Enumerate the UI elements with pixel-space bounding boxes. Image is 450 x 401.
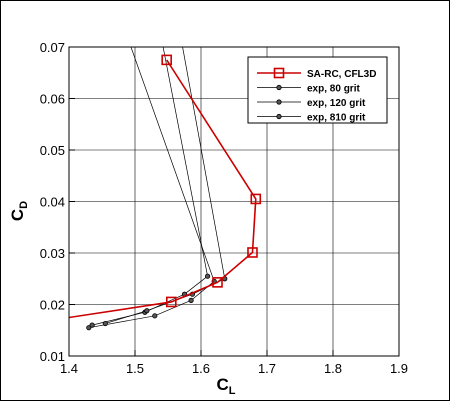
data-point-square [166,296,177,308]
data-point-circle [205,273,211,279]
data-point-square [273,67,285,79]
series-exp-810-grit [102,47,228,327]
data-point-circle [276,84,282,91]
data-point-square [161,54,172,66]
x-tick-label: 1.8 [324,361,342,376]
data-point-circle [276,113,282,120]
data-point-circle [188,297,194,303]
series-layer [69,47,262,331]
data-point-circle [144,308,150,314]
legend-item: exp, 120 grit [257,98,366,109]
ticks: 1.4 1.5 1.6 1.7 1.8 1.9 0.01 0.02 0.03 0.04 0.05 0.… [40,40,408,376]
series-line [69,59,257,319]
legend-item: SA-RC, CFL3D [257,67,376,80]
data-point-circle [152,313,158,319]
x-axis-title-sub: L [229,385,236,397]
y-axis-title-sub: D [18,201,30,209]
y-axis-title: CD [8,201,30,221]
legend-label: SA-RC, CFL3D [307,69,376,80]
y-tick-label: 0.06 [40,92,65,107]
y-tick-label: 0.01 [40,349,65,364]
legend-label: exp, 80 grit [307,84,360,95]
x-tick-label: 1.5 [126,361,144,376]
data-point-square [247,247,258,258]
data-point-circle [276,99,282,105]
y-axis-title-main: C [8,209,27,221]
legend-label: exp, 810 grit [307,113,366,124]
data-point-circle [89,322,95,328]
x-tick-label: 1.9 [390,361,408,376]
y-tick-label: 0.03 [40,246,65,261]
y-tick-label: 0.04 [40,195,65,210]
x-tick-label: 1.6 [192,361,210,376]
series-line [88,47,215,329]
legend-label: exp, 120 grit [307,98,366,109]
y-tick-label: 0.05 [40,143,65,158]
y-tick-label: 0.02 [40,298,65,313]
legend-item: exp, 810 grit [257,113,366,124]
data-point-square [212,277,223,288]
data-point-square [250,193,262,205]
series-sa-rc-cfl3d [69,54,262,319]
y-tick-label: 0.07 [40,40,65,55]
x-tick-label: 1.7 [258,361,276,376]
legend-item: exp, 80 grit [257,84,360,95]
x-axis-title: CL [216,375,235,397]
x-tick-label: 1.4 [60,361,78,376]
series-exp-80-grit [86,47,217,331]
data-point-circle [86,325,92,331]
legend-box [247,56,388,124]
legend: SA-RC, CFL3D exp, 80 grit exp, 120 grit exp… [247,56,388,124]
x-axis-title-main: C [216,375,228,394]
series-line [92,47,208,326]
series-exp-120-grit [89,47,211,328]
data-point-circle [102,320,108,327]
